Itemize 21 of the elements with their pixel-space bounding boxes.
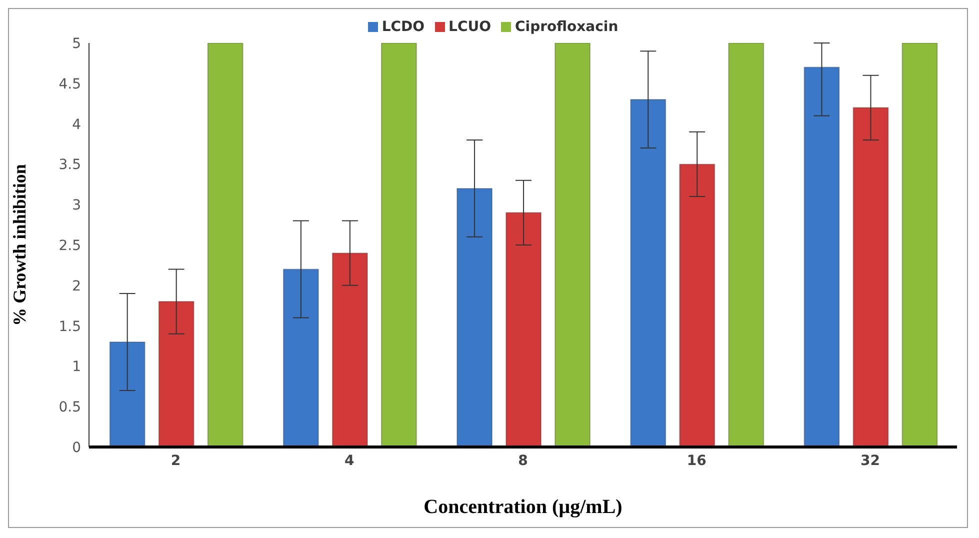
y-tick-label: 5 — [72, 36, 81, 52]
legend-label: LCDO — [382, 19, 425, 35]
x-tick-label: 16 — [686, 452, 706, 469]
y-tick-label: 0 — [72, 440, 81, 456]
x-tick-label: 4 — [344, 452, 355, 469]
y-tick-label: 2.5 — [58, 238, 81, 254]
y-tick-label: 2 — [72, 278, 81, 294]
x-tick-label: 32 — [860, 452, 880, 469]
y-tick-label: 1.5 — [58, 318, 81, 335]
y-tick-label: 1 — [72, 359, 81, 376]
y-tick-label: 0.5 — [58, 400, 81, 416]
legend-label: LCUO — [448, 19, 492, 35]
y-tick-label: 4 — [72, 116, 82, 133]
x-axis-title: Concentration (µg/mL) — [424, 496, 622, 518]
y-tick-label: 4.5 — [58, 76, 81, 92]
y-axis-title: % Growth inhibition — [9, 164, 30, 326]
y-tick-label: 3 — [72, 198, 81, 214]
x-tick-label: 2 — [170, 452, 181, 469]
x-tick-label: 8 — [518, 452, 528, 469]
legend-label: Ciprofloxacin — [515, 19, 618, 35]
y-tick-label: 3.5 — [58, 157, 81, 174]
